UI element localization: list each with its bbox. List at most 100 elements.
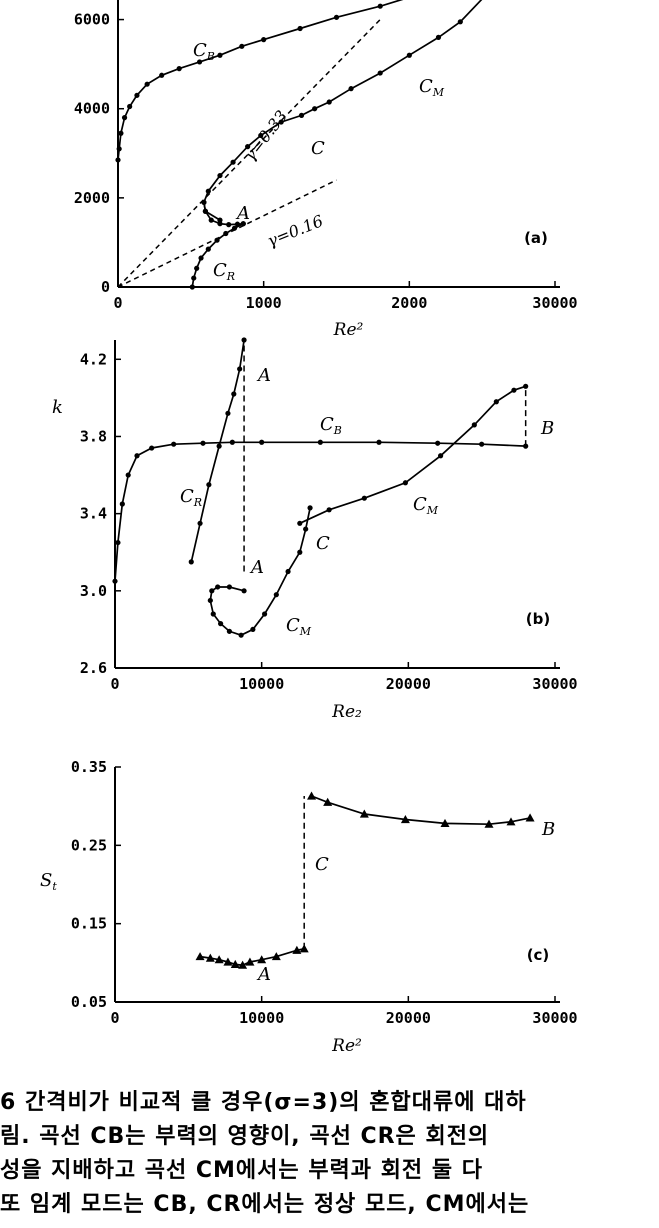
series-line-c xyxy=(203,0,483,221)
curve-label: CM xyxy=(413,494,439,517)
data-point xyxy=(216,443,222,449)
data-point xyxy=(149,445,155,451)
data-point xyxy=(278,119,284,125)
x-axis-label: Re² xyxy=(333,320,364,340)
x-tick-label: 30000 xyxy=(532,294,577,312)
data-point xyxy=(201,199,207,205)
curve-label: A xyxy=(256,365,271,386)
curve-label: CM xyxy=(286,615,312,638)
data-point xyxy=(176,66,182,72)
y-tick-label: 0.25 xyxy=(71,836,107,854)
data-point xyxy=(326,507,332,513)
data-point xyxy=(317,439,323,445)
panel-label: (c) xyxy=(527,946,550,964)
data-point xyxy=(511,387,517,393)
data-point xyxy=(218,621,224,627)
data-point xyxy=(307,791,317,800)
y-tick-label: 0.15 xyxy=(71,915,107,933)
x-tick-label: 0 xyxy=(110,675,119,693)
data-point xyxy=(359,809,369,818)
y-tick-label: 4000 xyxy=(74,100,110,118)
curve-label: CM xyxy=(419,76,445,99)
data-point xyxy=(240,221,246,227)
data-point xyxy=(231,391,237,397)
data-point xyxy=(112,578,118,584)
data-point xyxy=(197,520,203,526)
data-point xyxy=(127,103,133,110)
y-axis-label: k xyxy=(52,397,63,418)
data-point xyxy=(214,955,224,964)
data-point xyxy=(493,399,499,405)
curve-label: CR xyxy=(180,486,202,509)
data-point xyxy=(226,222,232,228)
y-tick-label: 6000 xyxy=(74,11,110,29)
data-point xyxy=(115,157,121,163)
data-point xyxy=(292,945,302,954)
x-tick-label: 2000 xyxy=(391,294,427,312)
data-point xyxy=(205,246,211,252)
curve-label: B xyxy=(540,418,554,439)
y-tick-label: 3.0 xyxy=(80,582,107,600)
data-point xyxy=(438,453,444,459)
y-tick-label: 0 xyxy=(101,278,110,296)
data-point xyxy=(217,52,223,58)
data-point xyxy=(205,188,211,194)
curve-label: A xyxy=(256,964,271,985)
data-point xyxy=(376,439,382,445)
panel-label: (b) xyxy=(526,610,550,628)
x-axis-label: Re² xyxy=(331,1036,362,1056)
series-line-cr xyxy=(190,339,245,563)
caption-line-3: 성을 지배하고 곡선 CM에서는 부력과 회전 둘 다 xyxy=(0,1158,483,1183)
x-tick-label: 0 xyxy=(113,294,122,312)
data-point xyxy=(188,559,194,565)
y-tick-label: 2.6 xyxy=(80,659,107,677)
data-point xyxy=(196,59,203,65)
data-point xyxy=(303,526,309,532)
y-tick-label: 3.4 xyxy=(80,505,107,523)
curve-label: A xyxy=(249,557,264,578)
data-point xyxy=(262,611,268,617)
x-tick-label: 20000 xyxy=(386,675,431,693)
data-point xyxy=(241,588,247,594)
data-point xyxy=(215,584,221,590)
y-tick-label: 0.05 xyxy=(71,993,107,1011)
data-point xyxy=(285,568,291,575)
panel-label: (a) xyxy=(524,229,548,247)
curve-label: C xyxy=(316,533,330,554)
data-point xyxy=(119,501,125,507)
data-point xyxy=(400,814,410,824)
data-point xyxy=(245,144,251,150)
data-point xyxy=(115,539,121,546)
data-point xyxy=(440,818,450,827)
data-point xyxy=(134,92,140,98)
data-point xyxy=(271,952,281,961)
data-point xyxy=(191,275,197,281)
data-point xyxy=(144,81,150,87)
x-tick-label: 10000 xyxy=(239,1009,284,1027)
x-tick-label: 0 xyxy=(110,1009,119,1027)
y-tick-label: 4.2 xyxy=(80,350,107,368)
data-point xyxy=(333,14,340,20)
data-point xyxy=(210,611,216,617)
x-axis-label: Re₂ xyxy=(331,702,362,722)
curve-label: A xyxy=(235,203,250,224)
data-point xyxy=(121,115,128,121)
data-point xyxy=(312,106,318,112)
curve-label: CR xyxy=(213,260,235,283)
ray-label: γ=0.33 xyxy=(240,107,291,165)
ray-label: γ=0.16 xyxy=(264,211,325,251)
data-point xyxy=(506,817,516,826)
data-point xyxy=(230,159,236,165)
data-point xyxy=(125,472,131,478)
data-point xyxy=(348,86,354,92)
data-point xyxy=(217,217,223,223)
caption-line-2: 림. 곡선 CB는 부력의 영향이, 곡선 CR은 회전의 xyxy=(0,1124,490,1149)
data-point xyxy=(298,112,305,118)
data-point xyxy=(471,422,477,428)
data-point xyxy=(258,132,264,139)
data-point xyxy=(239,43,245,49)
data-point xyxy=(479,441,485,447)
data-point xyxy=(238,632,244,638)
data-point xyxy=(259,439,265,445)
series-line-b xyxy=(311,795,531,826)
